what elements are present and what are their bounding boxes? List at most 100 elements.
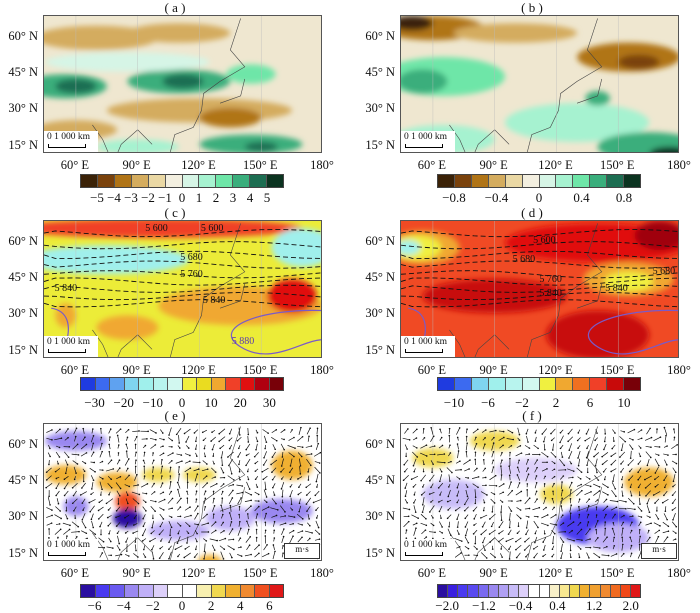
wind-vector-head xyxy=(667,530,670,532)
wind-vector-head xyxy=(84,526,87,529)
wind-vector-head xyxy=(89,510,91,513)
wind-vector-head xyxy=(197,523,200,526)
wind-vector xyxy=(46,467,52,473)
wind-vector xyxy=(46,437,53,441)
wind-vector-head xyxy=(622,527,624,530)
wind-vector-head xyxy=(66,464,69,466)
wind-vector-head xyxy=(675,453,677,456)
wind-vector xyxy=(124,484,130,487)
wind-vector-head xyxy=(297,478,299,480)
wind-vector-head xyxy=(307,479,310,481)
wind-vector xyxy=(167,452,174,457)
wind-vector xyxy=(159,552,164,559)
wind-vector xyxy=(74,436,77,442)
wind-vector xyxy=(420,444,427,449)
wind-vector-head xyxy=(185,441,187,443)
wind-vector xyxy=(152,466,154,474)
wind-vector-head xyxy=(241,485,244,487)
wind-vector-head xyxy=(492,450,495,453)
wind-vector-head xyxy=(586,447,588,450)
wind-vector-head xyxy=(535,490,538,493)
wind-vector xyxy=(151,545,155,550)
wind-vector-head xyxy=(142,459,145,462)
wind-vector-head xyxy=(188,525,191,527)
wind-vector-head xyxy=(443,461,446,464)
wind-vector-head xyxy=(110,486,113,489)
wind-vector-head xyxy=(657,518,660,520)
wind-vector xyxy=(263,489,267,498)
wind-vector-head xyxy=(630,494,633,497)
colorbar-swatch xyxy=(226,378,241,390)
wind-vector xyxy=(229,466,233,474)
wind-vector-head xyxy=(222,513,224,516)
wind-vector-head xyxy=(78,530,80,533)
field-anomaly-region xyxy=(226,64,276,84)
wind-vector-head xyxy=(500,511,502,513)
wind-vector-head xyxy=(460,552,462,554)
wind-vector-head xyxy=(210,440,212,442)
wind-vector xyxy=(159,507,164,511)
wind-vector-head xyxy=(631,448,634,450)
colorbar-swatch xyxy=(81,175,98,187)
wind-vector-head xyxy=(93,461,96,464)
wind-vector-head xyxy=(275,439,278,442)
wind-vector xyxy=(646,428,651,435)
wind-vector-head xyxy=(92,479,95,482)
wind-vector xyxy=(150,506,156,512)
wind-vector xyxy=(220,467,224,473)
wind-vector-head xyxy=(247,433,250,436)
wind-vector xyxy=(604,436,606,442)
wind-vector-head xyxy=(611,447,614,450)
wind-vector-head xyxy=(135,459,137,461)
wind-vector-head xyxy=(663,426,666,429)
wind-vector-head xyxy=(115,509,118,512)
wind-vector xyxy=(411,514,419,519)
wind-vector xyxy=(55,490,60,496)
wind-vector-head xyxy=(45,486,47,489)
colorbar-swatch xyxy=(448,585,459,597)
wind-vector-head xyxy=(168,557,170,560)
wind-vector xyxy=(464,506,469,511)
wind-vector-head xyxy=(316,486,318,488)
wind-vector-head xyxy=(598,556,601,559)
wind-vector-head xyxy=(261,470,264,473)
wind-vector xyxy=(280,467,285,473)
wind-vector-head xyxy=(475,442,478,445)
wind-vector xyxy=(671,460,677,464)
wind-vector xyxy=(489,537,496,543)
wind-vector xyxy=(159,521,164,527)
wind-vector-head xyxy=(134,465,137,468)
wind-vector xyxy=(654,458,660,466)
wind-vector-head xyxy=(432,537,434,540)
wind-vector-head xyxy=(405,455,407,458)
latitude-tick-label: 15° N xyxy=(8,545,38,560)
wind-vector-head xyxy=(553,462,556,465)
wind-vector xyxy=(412,429,418,434)
wind-vector xyxy=(457,521,459,528)
wind-vector xyxy=(601,554,609,556)
colorbar-tick-label: 0.4 xyxy=(549,598,566,613)
wind-vector-head xyxy=(108,443,111,446)
wind-vector xyxy=(672,467,677,473)
wind-vector xyxy=(471,476,479,479)
wind-vector-head xyxy=(469,459,471,461)
wind-vector-head xyxy=(169,534,171,537)
wind-vector xyxy=(98,513,104,520)
colorbar-swatch xyxy=(199,175,217,187)
wind-vector xyxy=(299,466,301,474)
wind-vector xyxy=(671,521,677,527)
wind-vector-head xyxy=(58,456,61,458)
wind-vector xyxy=(525,474,529,482)
wind-vector-head xyxy=(178,473,181,475)
wind-vector-head xyxy=(412,464,415,467)
wind-vector-head xyxy=(551,449,554,451)
wind-vector-head xyxy=(610,455,613,457)
wind-vector xyxy=(508,506,512,512)
wind-vector xyxy=(413,528,417,536)
wind-vector-head xyxy=(563,464,566,467)
wind-vector-head xyxy=(492,442,495,444)
latitude-tick-label: 60° N xyxy=(365,436,395,451)
wind-vector-head xyxy=(101,469,104,471)
wind-vector xyxy=(489,552,496,558)
map-plot xyxy=(400,220,679,358)
